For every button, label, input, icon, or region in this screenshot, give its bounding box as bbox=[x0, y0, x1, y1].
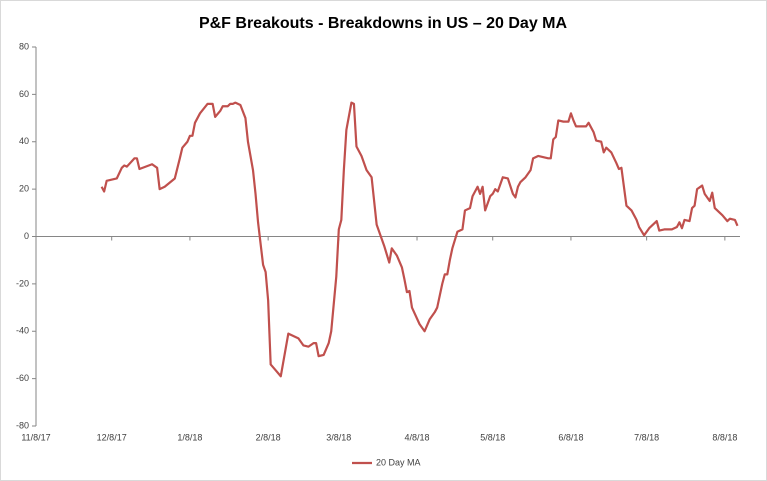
x-tick-label: 7/8/18 bbox=[634, 432, 659, 442]
chart-title: P&F Breakouts - Breakdowns in US – 20 Da… bbox=[199, 15, 568, 32]
y-tick-label: 20 bbox=[19, 184, 29, 194]
data-line bbox=[100, 101, 739, 378]
x-tick-label: 11/8/17 bbox=[21, 432, 50, 442]
x-tick-label: 5/8/18 bbox=[480, 432, 505, 442]
y-tick-label: 60 bbox=[19, 89, 29, 99]
x-tick-label: 2/8/18 bbox=[256, 432, 281, 442]
y-tick-label: 40 bbox=[19, 136, 29, 146]
x-tick-label: 6/8/18 bbox=[558, 432, 583, 442]
x-tick-label: 1/8/18 bbox=[177, 432, 202, 442]
x-tick-label: 4/8/18 bbox=[405, 432, 430, 442]
y-tick-label: -80 bbox=[16, 420, 29, 430]
y-tick-label: -40 bbox=[16, 326, 29, 336]
legend-label: 20 Day MA bbox=[376, 457, 421, 467]
x-tick-label: 3/8/18 bbox=[326, 432, 351, 442]
y-tick-label: 0 bbox=[24, 231, 29, 241]
x-tick-label: 12/8/17 bbox=[97, 432, 127, 442]
x-tick-label: 8/8/18 bbox=[712, 432, 737, 442]
y-tick-label: -60 bbox=[16, 373, 29, 383]
y-tick-label: -20 bbox=[16, 278, 29, 288]
y-tick-label: 80 bbox=[19, 41, 29, 51]
